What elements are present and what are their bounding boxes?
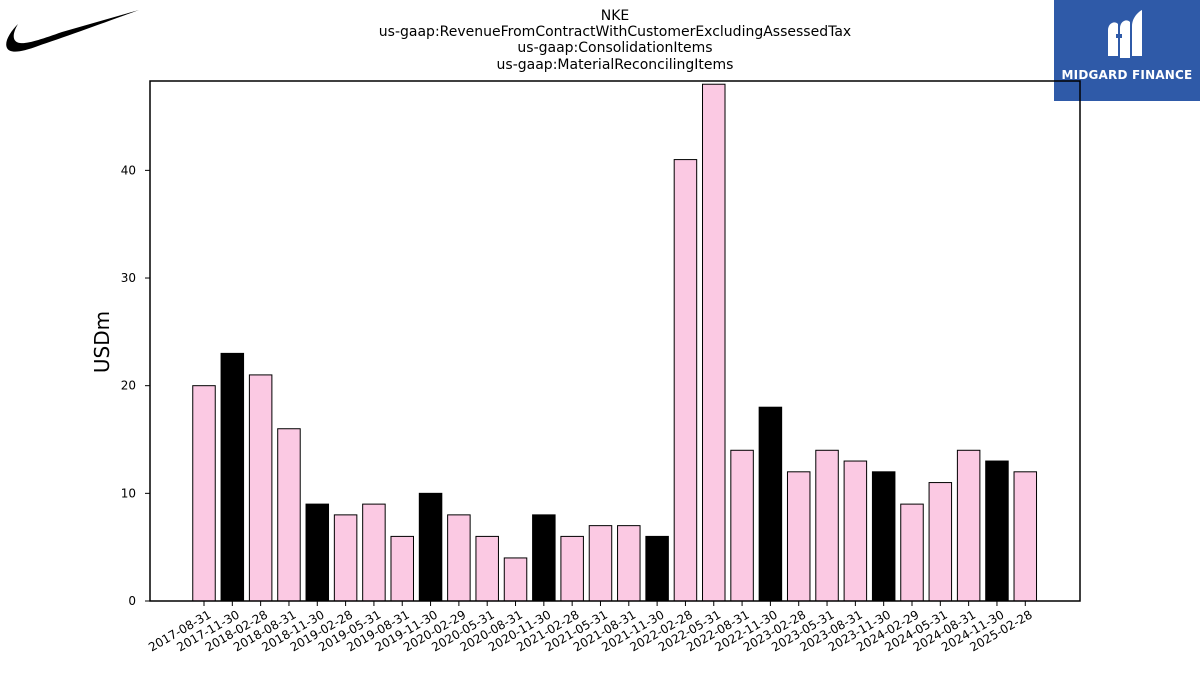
- bar: [956, 449, 981, 602]
- bar: [758, 406, 783, 602]
- brand-name: MIDGARD FINANCE: [1061, 68, 1193, 82]
- bar: [871, 471, 896, 602]
- y-axis-label: USDm: [90, 311, 114, 373]
- nike-swoosh-logo: [2, 4, 142, 60]
- bar: [617, 525, 641, 602]
- bar: [475, 535, 499, 602]
- bar: [532, 514, 556, 602]
- plot-area: 2017-08-312017-11-302018-02-282018-08-31…: [121, 80, 1081, 654]
- midgard-mark-icon: [1108, 10, 1142, 58]
- bar: [645, 535, 669, 602]
- y-tick-label: 0: [128, 594, 136, 608]
- plot-frame: [149, 80, 1081, 602]
- bar: [730, 449, 754, 602]
- bar: [418, 492, 443, 602]
- bar: [447, 514, 471, 602]
- chart-title-line-4: us-gaap:MaterialReconcilingItems: [497, 57, 734, 73]
- bar: [503, 557, 528, 602]
- bar: [985, 460, 1009, 602]
- bar: [1013, 471, 1038, 602]
- bar: [333, 514, 358, 602]
- bar: [815, 449, 839, 602]
- bar: [786, 471, 811, 602]
- bar: [248, 374, 273, 602]
- bar: [220, 352, 245, 602]
- y-tick-label: 30: [121, 271, 136, 285]
- chart-title-line-1: NKE: [601, 8, 630, 24]
- y-tick-label: 10: [121, 486, 136, 500]
- bar: [928, 482, 953, 602]
- bar: [192, 385, 216, 602]
- bar: [560, 535, 584, 602]
- bar: [362, 503, 386, 602]
- bar: [900, 503, 924, 602]
- chart-title: NKE us-gaap:RevenueFromContractWithCusto…: [379, 8, 851, 73]
- bar: [673, 159, 698, 602]
- midgard-finance-logo: MIDGARD FINANCE: [1054, 0, 1200, 101]
- bar: [305, 503, 330, 602]
- bar: [390, 535, 414, 602]
- y-tick-label: 20: [121, 379, 136, 393]
- y-tick-label: 40: [121, 163, 136, 177]
- bar: [843, 460, 868, 602]
- chart-title-line-3: us-gaap:ConsolidationItems: [517, 40, 712, 56]
- chart-title-line-2: us-gaap:RevenueFromContractWithCustomerE…: [379, 24, 851, 40]
- bar: [588, 525, 613, 602]
- bar: [277, 428, 301, 602]
- bar: [702, 83, 726, 602]
